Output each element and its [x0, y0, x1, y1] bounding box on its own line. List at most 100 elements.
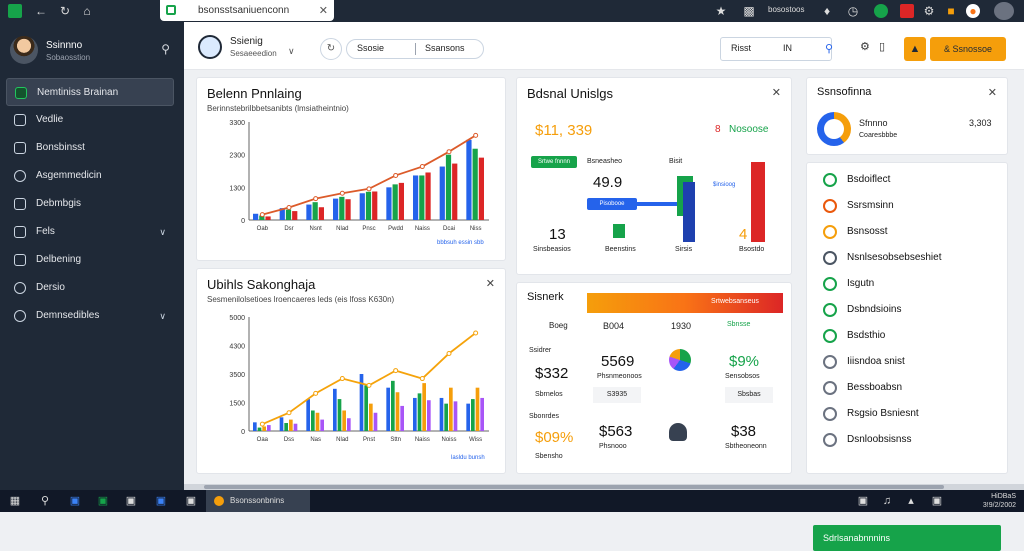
check-circle-icon[interactable] [823, 303, 837, 317]
wifi-icon[interactable]: ▴ [908, 495, 914, 507]
x-tick-label: Pnsc [362, 226, 375, 232]
clock-time: HiDBaS [991, 493, 1016, 500]
filter-select[interactable]: Risst IN ⚲ [720, 37, 834, 61]
sidebar-item-4[interactable]: Debmbgis [6, 190, 174, 218]
chevron-down-icon[interactable]: ∨ [159, 227, 166, 237]
horizontal-scrollbar[interactable] [184, 484, 1024, 490]
check-circle-icon[interactable] [823, 381, 837, 395]
checklist-item[interactable]: Dsnloobsisnss [807, 427, 1007, 453]
settings-icon[interactable]: ⚙ [923, 4, 935, 18]
pill-b[interactable]: $insioog [713, 182, 736, 188]
row2-right-sub: Sbtheoneonn [725, 443, 767, 450]
check-circle-icon[interactable] [823, 173, 837, 187]
check-circle-icon[interactable] [823, 407, 837, 421]
paint-icon[interactable]: ■ [947, 4, 955, 18]
search-tab-a[interactable]: Ssosie [357, 43, 385, 53]
camera-icon[interactable]: ▣ [97, 495, 109, 507]
store-icon[interactable]: ▣ [125, 495, 137, 507]
checklist-item[interactable]: Isgutn [807, 271, 1007, 297]
bar [359, 374, 364, 431]
check-circle-icon[interactable] [823, 277, 837, 291]
pill-a[interactable]: Pisobooe [587, 198, 637, 210]
close-icon[interactable]: ✕ [318, 5, 328, 17]
bar [259, 215, 265, 220]
system-clock[interactable]: HiDBaS 3!9/2/2002 [983, 492, 1016, 510]
page-header: Ssienig Sesaeeedion ∨ ↻ Ssosie Ssansons … [184, 22, 1024, 70]
home-icon[interactable]: ⌂ [83, 4, 91, 18]
sidebar-item-label: Asgemmedicin [36, 170, 102, 181]
avatar[interactable] [10, 36, 38, 64]
checklist-item[interactable]: Nsnlsesobsebseshiet [807, 245, 1007, 271]
alert-button[interactable]: ▲ [904, 37, 926, 61]
checklist-item[interactable]: Bsdoiflect [807, 167, 1007, 193]
sidebar-item-0[interactable]: Nemtiniss Brainan [6, 78, 174, 106]
row-pill[interactable]: S3935 [593, 387, 641, 403]
taskbar-app[interactable]: Bsonssonbnins [206, 490, 310, 512]
network-icon[interactable]: ▣ [857, 495, 869, 507]
clock-icon[interactable]: ◷ [847, 4, 859, 18]
sound-icon[interactable]: ♫ [882, 495, 892, 507]
check-circle-icon[interactable] [823, 251, 837, 265]
checklist-item[interactable]: Rsgsio Bsniesnt [807, 401, 1007, 427]
search-tab-b[interactable]: Ssansons [425, 43, 465, 53]
sidebar-item-7[interactable]: Dersio [6, 274, 174, 302]
user-avatar-icon[interactable] [994, 2, 1014, 20]
chevron-down-icon[interactable]: ∨ [288, 46, 295, 56]
extension-icon[interactable]: ▩ [743, 4, 755, 18]
check-circle-icon[interactable] [823, 329, 837, 343]
bar [333, 388, 337, 431]
check-circle-icon[interactable] [823, 433, 837, 447]
scroll-thumb[interactable] [204, 485, 944, 489]
check-circle-icon[interactable] [823, 225, 837, 239]
sidebar-item-6[interactable]: Delbening [6, 246, 174, 274]
notification-icon[interactable]: ▣ [931, 495, 943, 507]
sidebar-item-5[interactable]: Fels ∨ [6, 218, 174, 246]
x-tick-label: Pwdd [388, 226, 403, 232]
tools-icon[interactable]: ⚙ ▯ [860, 41, 886, 53]
search-icon[interactable]: ⚲ [161, 42, 170, 56]
primary-action-button[interactable]: & Ssnossoe [930, 37, 1006, 61]
check-circle-icon[interactable] [823, 199, 837, 213]
mail-icon[interactable]: ▣ [155, 495, 167, 507]
start-icon[interactable]: ▦ [9, 495, 21, 507]
checklist-submit-button[interactable]: Sdrlsanabnnnins [813, 525, 1001, 551]
shield-icon[interactable] [874, 4, 888, 18]
profile-icon[interactable]: ● [966, 4, 980, 18]
address-bar[interactable]: bsonsstsaniuenconn ✕ [160, 0, 334, 21]
sync-button[interactable]: ↻ [320, 38, 342, 60]
sidebar-item-3[interactable]: Asgemmedicin [6, 162, 174, 190]
puzzle-icon[interactable]: ♦ [823, 4, 831, 18]
sidebar-item-1[interactable]: Vedlie [6, 106, 174, 134]
checklist-item[interactable]: Ssrsmsinn [807, 193, 1007, 219]
x-tick-label: Wiss [469, 437, 482, 443]
row1-mid: 5569 [601, 353, 635, 370]
check-circle-icon[interactable] [823, 355, 837, 369]
checklist-item[interactable]: Dsbndsioins [807, 297, 1007, 323]
checklist-label: Dsbndsioins [847, 304, 902, 315]
search-icon[interactable]: ⚲ [40, 495, 50, 507]
chevron-down-icon[interactable]: ∨ [159, 311, 166, 321]
checklist-item[interactable]: Bsnsosst [807, 219, 1007, 245]
checklist-item[interactable]: Bessboabsn [807, 375, 1007, 401]
bar [475, 387, 480, 431]
profile[interactable]: Ssinnno Sobaosstion ⚲ [10, 36, 178, 76]
row-pill[interactable]: Sbsbas [725, 387, 773, 403]
star-icon[interactable]: ★ [715, 4, 727, 18]
refresh-icon[interactable]: ↻ [59, 4, 71, 18]
search-icon[interactable]: ⚲ [825, 43, 834, 55]
browser-icon[interactable]: ▣ [69, 495, 81, 507]
back-icon[interactable]: ← [35, 4, 47, 18]
checklist-item[interactable]: Bsdsthio [807, 323, 1007, 349]
checklist-label: Rsgsio Bsniesnt [847, 408, 919, 419]
close-icon[interactable]: ✕ [987, 87, 997, 99]
sidebar: Ssinnno Sobaosstion ⚲ Nemtiniss Brainan … [0, 22, 184, 490]
sidebar-item-8[interactable]: Demnsedibles ∨ [6, 302, 174, 330]
terminal-icon[interactable]: ▣ [185, 495, 197, 507]
search-input[interactable]: Ssosie Ssansons [346, 39, 484, 59]
close-icon[interactable]: ✕ [485, 278, 495, 290]
checklist-item[interactable]: Iiisndoa snist [807, 349, 1007, 375]
stop-icon[interactable] [900, 4, 914, 18]
bar [386, 187, 392, 220]
sidebar-item-2[interactable]: Bonsbinsst [6, 134, 174, 162]
close-icon[interactable]: ✕ [771, 87, 781, 99]
